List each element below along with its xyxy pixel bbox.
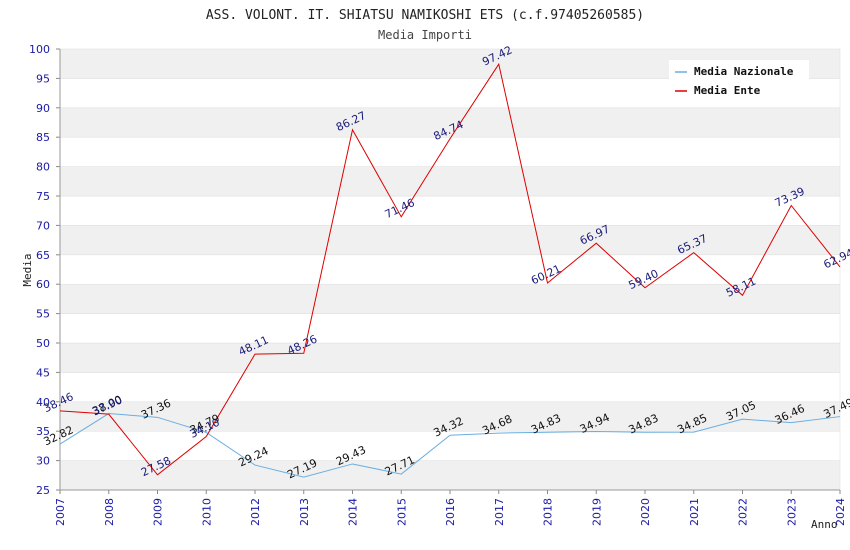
grid-bands <box>59 48 841 491</box>
x-tick-label: 2023 <box>785 498 798 526</box>
x-tick-label: 2017 <box>493 498 506 526</box>
grid-band <box>59 283 841 314</box>
grid-band <box>59 430 841 461</box>
grid-band <box>59 195 841 226</box>
chart-title: ASS. VOLONT. IT. SHIATSU NAMIKOSHI ETS (… <box>206 8 644 23</box>
grid-band <box>59 225 841 256</box>
y-tick-label: 100 <box>29 43 50 56</box>
x-axis-label: Anno <box>811 518 838 531</box>
y-tick-label: 50 <box>36 337 50 350</box>
x-tick-label: 2022 <box>737 498 750 526</box>
x-tick-label: 2019 <box>590 498 603 526</box>
grid-band <box>59 460 841 491</box>
x-tick-label: 2010 <box>200 498 213 526</box>
grid-band <box>59 372 841 403</box>
x-tick-label: 2014 <box>347 498 360 526</box>
y-tick-label: 95 <box>36 72 50 85</box>
y-tick-label: 55 <box>36 308 50 321</box>
x-tick-label: 2024 <box>834 498 847 526</box>
grid-band <box>59 166 841 197</box>
legend-label-ente: Media Ente <box>694 84 761 97</box>
y-tick-label: 70 <box>36 219 50 232</box>
x-tick-label: 2021 <box>688 498 701 526</box>
y-tick-label: 60 <box>36 278 50 291</box>
x-tick-label: 2013 <box>298 498 311 526</box>
y-tick-label: 40 <box>36 396 50 409</box>
y-tick-label: 45 <box>36 366 50 379</box>
grid-band <box>59 254 841 285</box>
y-tick-label: 75 <box>36 190 50 203</box>
y-axis-ticks: 25 30 35 40 45 50 55 60 65 70 75 80 85 90 95 100 <box>29 43 60 497</box>
grid-band <box>59 313 841 344</box>
chart-subtitle: Media Importi <box>378 28 472 42</box>
x-tick-label: 2020 <box>639 498 652 526</box>
x-tick-label: 2009 <box>152 498 165 526</box>
y-tick-label: 85 <box>36 131 50 144</box>
legend-box <box>669 60 809 102</box>
y-axis-label: Media <box>21 253 34 286</box>
x-axis-ticks: 2007 2008 2009 2010 2012 2013 2014 2015 2016 2017… <box>54 490 847 526</box>
series-line-ente <box>59 62 841 476</box>
x-tick-label: 2007 <box>54 498 67 526</box>
grid-band <box>59 342 841 373</box>
legend: Media Nazionale Media Ente <box>669 60 809 102</box>
grid-band <box>59 136 841 167</box>
y-tick-label: 80 <box>36 161 50 174</box>
series-line-nazionale <box>59 413 841 478</box>
grid-band <box>59 107 841 138</box>
x-tick-label: 2016 <box>444 498 457 526</box>
y-tick-label: 90 <box>36 102 50 115</box>
y-tick-label: 30 <box>36 455 50 468</box>
x-tick-label: 2018 <box>542 498 555 526</box>
legend-label-nazionale: Media Nazionale <box>694 65 794 78</box>
x-tick-label: 2012 <box>249 498 262 526</box>
x-tick-label: 2015 <box>395 498 408 526</box>
series-lines <box>59 62 841 478</box>
y-tick-label: 25 <box>36 484 50 497</box>
y-tick-label: 65 <box>36 249 50 262</box>
x-tick-label: 2008 <box>103 498 116 526</box>
y-tick-label: 35 <box>36 425 50 438</box>
